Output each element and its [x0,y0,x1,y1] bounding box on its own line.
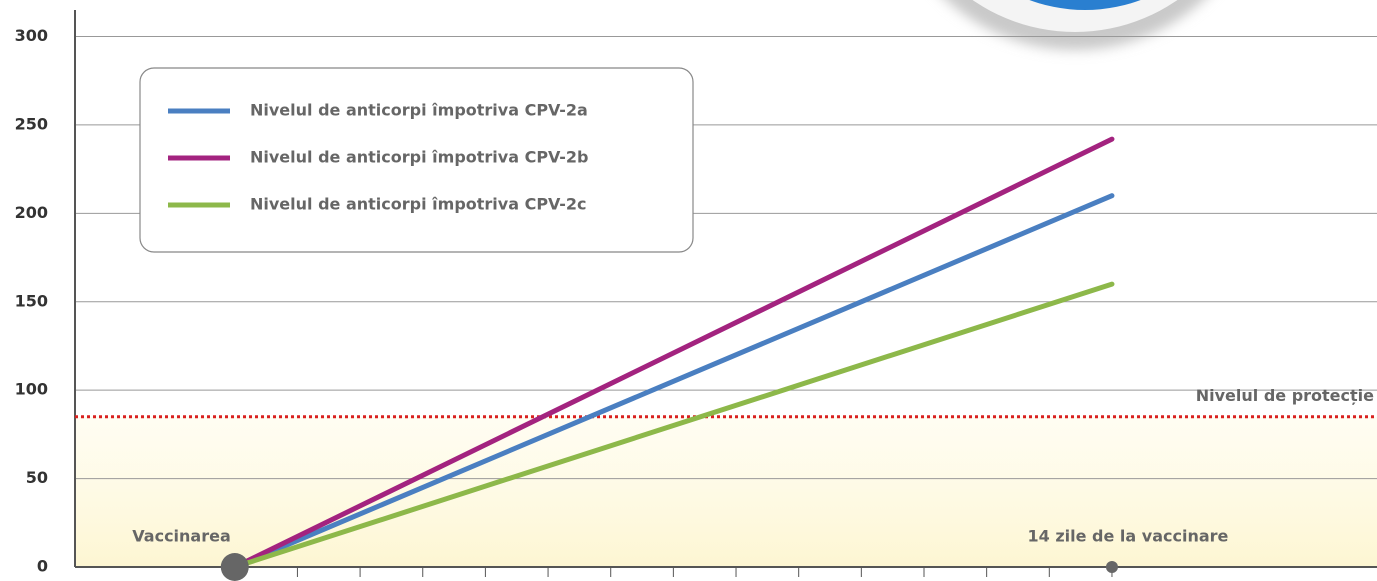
y-tick-label: 150 [15,291,48,310]
annotation: 14 zile de la vaccinare [1028,527,1229,546]
y-tick-label: 50 [26,468,48,487]
protection-label: Nivelul de protecție [1196,386,1374,405]
point-marker [1105,561,1118,573]
legend-label: Nivelul de anticorpi împotriva CPV-2c [250,195,587,214]
series-line [232,136,1115,570]
y-tick-label: 250 [15,114,48,133]
decoration [946,0,1204,50]
series-line [232,281,1115,570]
legend-box [139,67,694,253]
y-tick-label: 0 [37,557,48,576]
y-tick-label: 100 [15,380,48,399]
point-marker [220,553,249,581]
y-tick-label: 300 [15,26,48,45]
legend-label: Nivelul de anticorpi împotriva CPV-2b [250,148,589,167]
annotation: Vaccinarea [132,527,230,546]
y-tick-label: 200 [15,203,48,222]
legend-label: Nivelul de anticorpi împotriva CPV-2a [250,101,588,120]
series-line [232,193,1115,570]
